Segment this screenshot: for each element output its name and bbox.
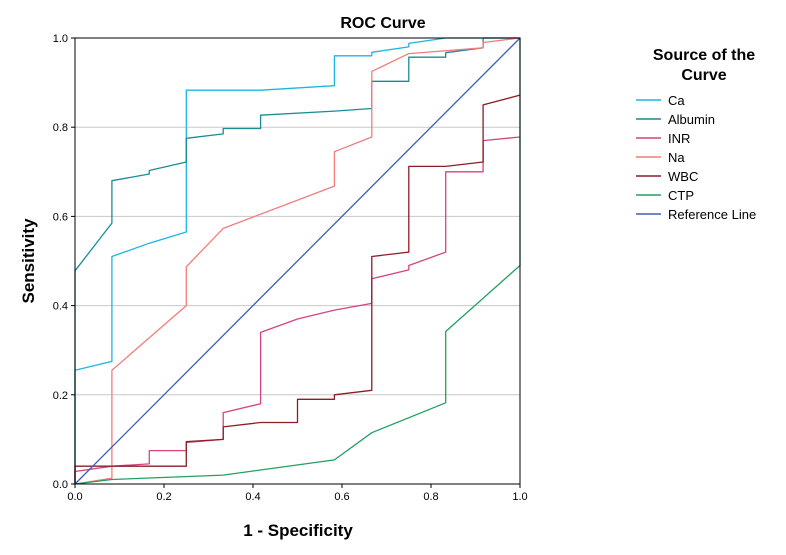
x-tick-label: 0.4: [245, 491, 260, 503]
legend-label: Ca: [668, 93, 685, 108]
x-tick-label: 1.0: [512, 491, 527, 503]
legend-item-inr: INR: [636, 131, 690, 146]
legend-label: INR: [668, 131, 690, 146]
x-axis-title: 1 - Specificity: [243, 521, 353, 540]
legend-label: WBC: [668, 169, 698, 184]
series-line-inr: [74, 136, 521, 484]
x-tick-label: 0.6: [334, 491, 349, 503]
y-tick-label: 0.2: [53, 390, 68, 402]
legend: Source of the Curve Ca Albumin INR Na WBC CTP…: [636, 47, 756, 222]
x-tick-label: 0.2: [156, 491, 171, 503]
legend-item-ctp: CTP: [636, 188, 694, 203]
legend-label: Reference Line: [668, 207, 756, 222]
legend-label: Na: [668, 150, 685, 165]
legend-label: CTP: [668, 188, 694, 203]
series-line-albumin: [74, 37, 520, 484]
y-tick-label: 0.0: [53, 479, 68, 491]
y-tick-label: 0.6: [53, 211, 68, 223]
series-line-ca: [74, 37, 520, 484]
legend-title-line-2: Curve: [681, 67, 726, 84]
legend-title-line-1: Source of the: [653, 47, 755, 64]
plot-frame: [74, 37, 521, 485]
series-line-reference-line: [74, 37, 521, 485]
y-tick-label: 0.4: [53, 301, 68, 313]
x-tick-label: 0.0: [67, 491, 82, 503]
legend-item-reference-line: Reference Line: [636, 207, 756, 222]
x-tick-label: 0.8: [423, 491, 438, 503]
series-line-wbc: [74, 94, 521, 484]
series-line-na: [74, 37, 521, 485]
y-tick-label: 0.8: [53, 122, 68, 134]
series-lines: [74, 37, 521, 485]
legend-item-na: Na: [636, 150, 685, 165]
series-line-ctp: [74, 38, 521, 485]
axis-ticks: 0.0 0.2 0.4 0.6 0.8 1.0 0.0 0.2 0.4 0.6 0.8 1.0: [53, 33, 528, 503]
chart-title: ROC Curve: [340, 15, 425, 32]
y-axis-title: Sensitivity: [19, 218, 38, 304]
legend-label: Albumin: [668, 112, 715, 127]
legend-item-ca: Ca: [636, 93, 685, 108]
legend-item-wbc: WBC: [636, 169, 698, 184]
y-tick-label: 1.0: [53, 33, 68, 45]
legend-item-albumin: Albumin: [636, 112, 715, 127]
